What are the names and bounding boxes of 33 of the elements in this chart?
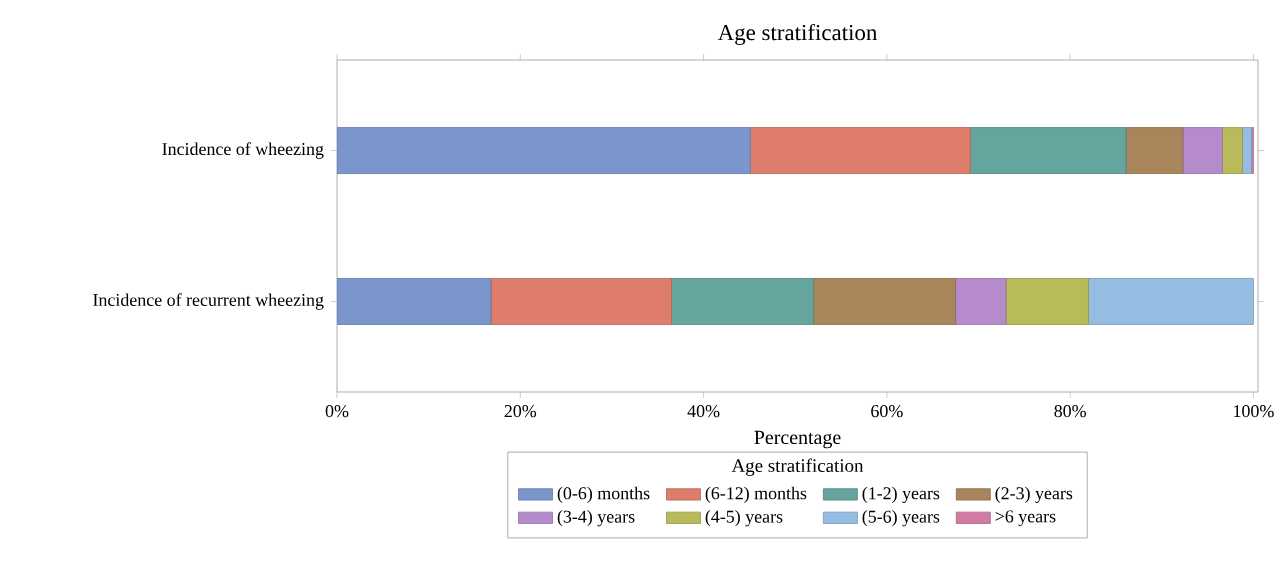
x-tick-label: 60% <box>871 405 903 418</box>
y-tick-label: Incidence of recurrent wheezing <box>93 293 324 310</box>
bar <box>337 127 751 174</box>
legend-label: (3-4) years <box>557 510 635 527</box>
y-tick-label: Incidence of wheezing <box>162 142 324 159</box>
bar <box>1182 127 1223 174</box>
bar <box>1221 127 1243 174</box>
legend-label: (2-3) years <box>995 486 1073 504</box>
legend-label: (4-5) years <box>705 510 783 527</box>
legend-label: >6 years <box>995 510 1056 527</box>
bar <box>671 278 814 325</box>
bar <box>813 278 956 325</box>
legend-label: (0-6) months <box>557 486 650 503</box>
bar <box>969 127 1127 174</box>
bar <box>337 278 492 325</box>
bar <box>955 278 1007 325</box>
legend-title: Age stratification <box>731 458 864 476</box>
x-tick-label: 100% <box>1234 405 1274 418</box>
legend-label: (6-12) months <box>705 486 807 503</box>
bar <box>490 278 672 325</box>
bar <box>1125 127 1184 174</box>
bar <box>1005 278 1089 325</box>
bar <box>1242 127 1252 174</box>
legend-label: (1-2) years <box>862 486 940 504</box>
x-tick-label: 0% <box>325 405 349 418</box>
x-axis-title: Percentage <box>754 430 841 449</box>
chart-title: Age stratification <box>717 23 877 45</box>
legend-label: (5-6) years <box>862 510 940 527</box>
bar <box>1088 278 1254 325</box>
x-tick-label: 40% <box>687 405 720 418</box>
x-tick-label: 80% <box>1054 405 1086 418</box>
x-tick-label: 20% <box>504 405 537 418</box>
bar <box>749 127 971 174</box>
